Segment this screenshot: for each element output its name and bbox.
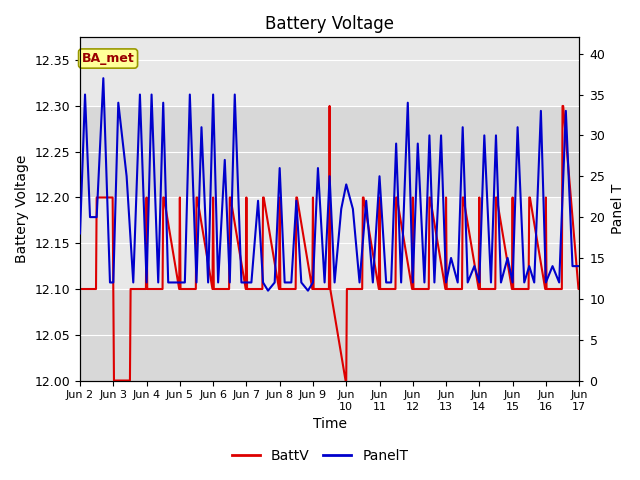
Bar [80,106,579,197]
X-axis label: Time: Time [312,418,347,432]
Y-axis label: Battery Voltage: Battery Voltage [15,155,29,263]
Title: Battery Voltage: Battery Voltage [265,15,394,33]
Legend: BattV, PanelT: BattV, PanelT [226,443,414,468]
Bar [80,197,579,289]
Y-axis label: Panel T: Panel T [611,184,625,234]
Text: BA_met: BA_met [82,52,134,65]
Bar [80,289,579,381]
Bar [80,37,579,106]
